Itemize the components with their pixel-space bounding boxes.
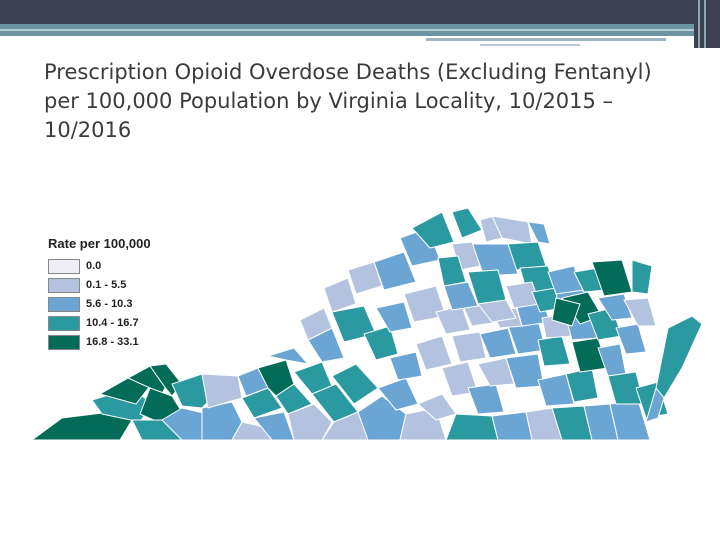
region-arlington bbox=[527, 221, 551, 245]
region-buckingham bbox=[415, 335, 453, 371]
region-cumberland bbox=[451, 331, 487, 363]
region-nelson bbox=[375, 301, 413, 333]
legend-label: 5.6 - 10.3 bbox=[86, 298, 133, 310]
region-amherst bbox=[363, 325, 399, 361]
map-svg bbox=[31, 207, 703, 441]
slide-title: Prescription Opioid Overdose Deaths (Exc… bbox=[44, 60, 652, 142]
virginia-choropleth-map bbox=[31, 207, 708, 448]
slide-accent-strip bbox=[0, 24, 720, 36]
region-bath bbox=[323, 277, 357, 313]
slide-decor-line bbox=[426, 38, 666, 41]
legend-item: 16.8 - 33.1 bbox=[48, 333, 178, 351]
region-pulaski bbox=[241, 387, 283, 419]
slide-header-bar bbox=[0, 0, 720, 24]
region-lunenburg bbox=[467, 383, 505, 415]
legend-item: 5.6 - 10.3 bbox=[48, 295, 178, 313]
legend-swatch bbox=[48, 258, 80, 274]
region-loudoun bbox=[491, 215, 533, 245]
region-frederick bbox=[451, 207, 483, 239]
legend-item: 0.1 - 5.5 bbox=[48, 276, 178, 294]
region-richmond-county bbox=[551, 297, 581, 327]
region-nottoway bbox=[477, 357, 515, 387]
legend-swatch bbox=[48, 315, 80, 331]
region-northampton bbox=[645, 387, 665, 423]
legend-swatch bbox=[48, 334, 80, 350]
slide-corner-decoration bbox=[694, 0, 720, 48]
map-legend: Rate per 100,000 0.0 0.1 - 5.5 5.6 - 10.… bbox=[48, 236, 178, 352]
legend-item: 10.4 - 16.7 bbox=[48, 314, 178, 332]
region-augusta bbox=[373, 251, 417, 291]
slide-decor-line-secondary bbox=[480, 44, 580, 46]
legend-title: Rate per 100,000 bbox=[48, 236, 151, 251]
region-orange bbox=[477, 299, 517, 323]
region-prince-george bbox=[537, 335, 571, 367]
region-middlesex bbox=[615, 323, 647, 355]
region-madison bbox=[443, 281, 479, 311]
region-mathews bbox=[623, 297, 657, 327]
region-floyd bbox=[275, 383, 313, 415]
legend-item: 0.0 bbox=[48, 257, 178, 275]
region-highland bbox=[347, 261, 383, 295]
legend-swatch bbox=[48, 296, 80, 312]
region-craig bbox=[267, 347, 309, 365]
region-sussex bbox=[537, 373, 575, 407]
region-bland bbox=[201, 373, 243, 409]
region-lancaster bbox=[597, 293, 633, 321]
region-shenandoah bbox=[411, 211, 455, 249]
legend-label: 16.8 - 33.1 bbox=[86, 336, 139, 348]
region-patrick bbox=[287, 403, 333, 441]
region-brunswick bbox=[491, 411, 533, 441]
legend-label: 10.4 - 16.7 bbox=[86, 317, 139, 329]
region-accomack bbox=[655, 315, 703, 399]
region-newport-news bbox=[597, 343, 627, 377]
region-king-and-queen bbox=[631, 259, 653, 295]
region-amelia bbox=[479, 327, 517, 359]
region-appomattox bbox=[389, 351, 423, 381]
region-mecklenburg bbox=[445, 413, 499, 441]
legend-label: 0.0 bbox=[86, 260, 102, 272]
legend-swatch bbox=[48, 277, 80, 293]
region-alleghany bbox=[299, 307, 333, 341]
legend-label: 0.1 - 5.5 bbox=[86, 279, 127, 291]
